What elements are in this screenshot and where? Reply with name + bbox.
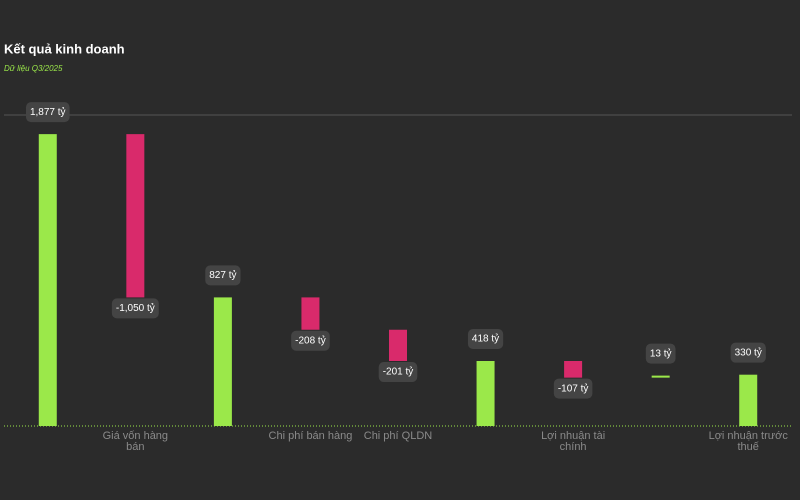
- x-tick-label: Chi phí QLDN: [363, 430, 433, 442]
- value-label: -107 tỷ: [558, 382, 589, 394]
- value-label-bg: [467, 329, 504, 350]
- bar: [739, 374, 758, 426]
- x-tick-label: Chi phí bán hàng: [268, 430, 353, 442]
- bar: [564, 361, 583, 378]
- value-label: -1,050 tỷ: [116, 302, 155, 314]
- bar: [301, 297, 320, 330]
- x-tick-label: Giá vốn hàng bán: [102, 430, 169, 453]
- bar: [213, 297, 232, 426]
- x-tick-label: Lợi nhuận tài chính: [541, 430, 606, 453]
- value-label-bg: [291, 330, 330, 351]
- bar: [651, 375, 670, 378]
- value-label-bg: [25, 102, 70, 123]
- value-label: 330 tỷ: [735, 346, 762, 358]
- value-label-bg: [730, 342, 766, 363]
- bar: [476, 361, 495, 426]
- value-label: -208 tỷ: [295, 334, 326, 346]
- bar: [126, 134, 145, 298]
- chart-title: Kết quả kinh doanh: [4, 41, 125, 56]
- value-label: 1,877 tỷ: [30, 106, 66, 118]
- chart-subtitle: Dữ liệu Q3/2025: [4, 64, 63, 73]
- x-tick-label: Lợi nhuận trước thuế: [708, 430, 788, 453]
- value-label-bg: [378, 362, 418, 383]
- bar: [38, 134, 57, 426]
- value-label: 827 tỷ: [209, 269, 236, 281]
- value-label-bg: [553, 378, 593, 399]
- value-label: 418 tỷ: [472, 333, 499, 345]
- value-label: 13 tỷ: [650, 347, 672, 359]
- value-label: -201 tỷ: [383, 366, 414, 378]
- value-label-bg: [111, 298, 159, 319]
- value-label-bg: [645, 343, 676, 364]
- bar: [389, 329, 407, 362]
- value-label-bg: [205, 265, 241, 286]
